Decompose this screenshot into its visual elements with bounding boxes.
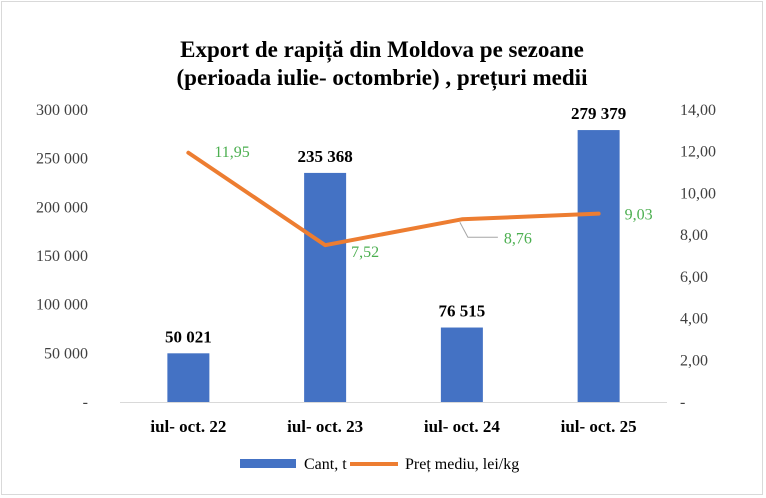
bar-quantity (440, 327, 483, 402)
legend-label-quantity: Cant, t (304, 456, 347, 473)
y-left-tick-label: 150 000 (36, 248, 88, 265)
bar-data-label: 279 379 (571, 104, 626, 123)
y-left-tick-label: 100 000 (36, 297, 88, 314)
y-right-tick-label: 2,00 (680, 352, 708, 369)
y-right-tick-label: 14,00 (680, 102, 716, 119)
bar-quantity (304, 172, 347, 402)
x-category-label: iul- oct. 25 (561, 417, 637, 436)
legend: Cant, t Preț mediu, lei/kg (240, 456, 519, 473)
legend-swatch-quantity (240, 459, 296, 468)
bar-quantity (577, 130, 620, 402)
bar-data-label: 76 515 (439, 302, 486, 321)
x-category-label: iul- oct. 22 (150, 417, 226, 436)
y-left-tick-label: 300 000 (36, 102, 88, 119)
price-data-label: 7,52 (351, 244, 379, 261)
y-right-tick-label: 10,00 (680, 185, 716, 202)
plot-area: - 50 000 100 000 150 000 200 000 250 000 300 0… (36, 102, 716, 436)
x-category-label: iul- oct. 23 (287, 417, 363, 436)
bar-data-label: 235 368 (298, 147, 353, 166)
legend-label-price: Preț mediu, lei/kg (405, 456, 519, 473)
y-right-tick-label: 6,00 (680, 269, 708, 286)
y-right-tick-label: - (680, 394, 685, 411)
chart-subtitle: (perioada iulie- octombrie) , prețuri me… (177, 65, 589, 91)
y-left-tick-label: 200 000 (36, 199, 88, 216)
y-right-tick-label: 12,00 (680, 144, 716, 161)
chart-title: Export de rapiță din Moldova pe sezoane (180, 37, 584, 63)
y-right-tick-label: 4,00 (680, 311, 708, 328)
price-data-label: 8,76 (504, 230, 532, 247)
price-data-label: 11,95 (214, 144, 249, 161)
y-right-tick-label: 8,00 (680, 227, 708, 244)
y-left-tick-label: 50 000 (44, 345, 88, 362)
price-line (186, 150, 601, 248)
price-label-leader (459, 222, 498, 238)
y-left-tick-label: 250 000 (36, 151, 88, 168)
x-category-label: iul- oct. 24 (424, 417, 501, 436)
y-left-tick-label: - (83, 394, 88, 411)
price-data-label: 9,03 (625, 207, 653, 224)
bar-data-label: 50 021 (165, 327, 212, 346)
bar-quantity (167, 353, 210, 402)
